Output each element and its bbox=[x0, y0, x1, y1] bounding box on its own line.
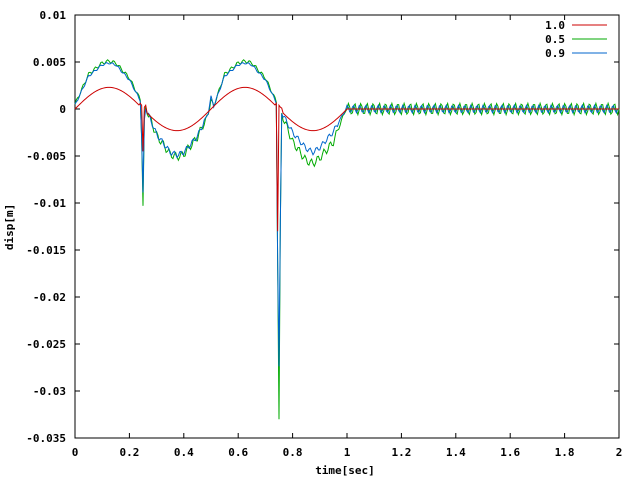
series-line-1-0 bbox=[74, 86, 619, 232]
x-axis-ticks: 0 0.2 0.4 0.6 0.8 1 1.2 1.4 1.6 1.8 2 bbox=[72, 15, 623, 459]
x-tick-label: 1 bbox=[344, 446, 351, 459]
legend-label: 0.9 bbox=[545, 47, 565, 60]
x-tick-label: 0.6 bbox=[228, 446, 248, 459]
x-tick-label: 1.8 bbox=[555, 446, 575, 459]
x-tick-label: 0.4 bbox=[174, 446, 194, 459]
y-tick-label: 0 bbox=[59, 103, 66, 116]
legend-label: 0.5 bbox=[545, 33, 565, 46]
y-tick-label: -0.015 bbox=[26, 244, 66, 257]
x-tick-label: 1.4 bbox=[446, 446, 466, 459]
x-tick-label: 0 bbox=[72, 446, 79, 459]
y-tick-label: -0.02 bbox=[33, 291, 66, 304]
x-axis-title: time[sec] bbox=[315, 464, 375, 477]
x-tick-label: 0.2 bbox=[119, 446, 139, 459]
legend-label: 1.0 bbox=[545, 19, 565, 32]
y-tick-label: -0.005 bbox=[26, 150, 66, 163]
series-line-0-9 bbox=[74, 61, 620, 367]
y-tick-label: -0.035 bbox=[26, 432, 66, 445]
y-tick-label: -0.025 bbox=[26, 338, 66, 351]
y-axis-ticks: 0.01 0.005 0 -0.005 -0.01 -0.015 -0.02 -0.025 -0… bbox=[26, 9, 619, 445]
x-tick-label: 1.6 bbox=[500, 446, 520, 459]
x-tick-label: 2 bbox=[616, 446, 623, 459]
y-axis-title: disp[m] bbox=[3, 204, 16, 250]
plot-frame bbox=[74, 14, 620, 439]
legend: 1.00.50.9 bbox=[545, 19, 607, 60]
y-tick-label: 0.005 bbox=[33, 56, 66, 69]
y-tick-label: -0.03 bbox=[33, 385, 66, 398]
series-line-0-5 bbox=[74, 59, 620, 420]
x-tick-label: 1.2 bbox=[391, 446, 411, 459]
y-tick-label: -0.01 bbox=[33, 197, 66, 210]
x-tick-label: 0.8 bbox=[283, 446, 303, 459]
series-lines bbox=[74, 59, 620, 420]
y-tick-label: 0.01 bbox=[40, 9, 67, 22]
